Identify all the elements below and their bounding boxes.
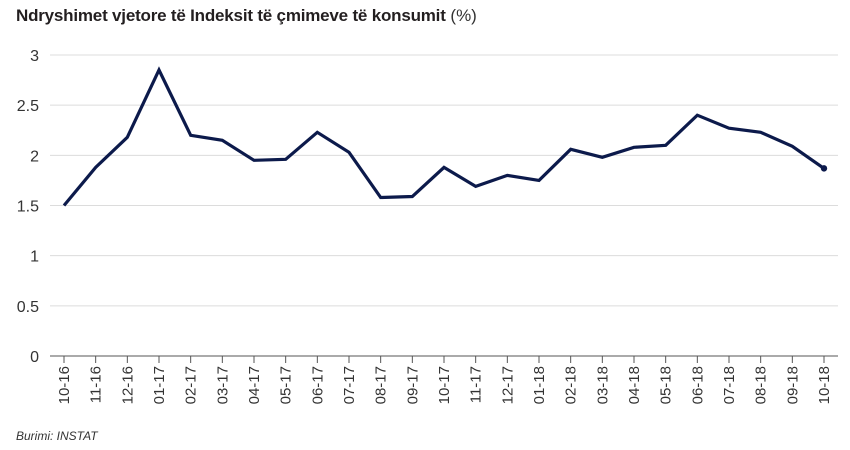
- x-tick-label: 12-16: [119, 366, 136, 404]
- y-tick-label: 1.5: [17, 199, 39, 216]
- x-tick-label: 05-17: [278, 366, 295, 404]
- source-note: Burimi: INSTAT: [16, 429, 98, 443]
- x-tick-label: 11-16: [88, 366, 105, 403]
- x-tick-label: 10-18: [816, 366, 833, 404]
- x-tick-label: 07-18: [721, 366, 738, 404]
- y-tick-label: 0: [30, 349, 39, 366]
- y-tick-label: 3: [30, 48, 39, 65]
- chart-title-unit: (%): [450, 6, 477, 25]
- x-tick-label: 02-18: [563, 366, 580, 404]
- x-tick-label: 08-18: [753, 366, 770, 404]
- series-line: [62, 66, 825, 207]
- chart-title-main: Ndryshimet vjetore të Indeksit të çmimev…: [16, 6, 446, 25]
- x-tick-label: 06-18: [689, 366, 706, 404]
- x-tick-label: 09-18: [784, 366, 801, 404]
- x-tick-label: 12-17: [499, 366, 516, 404]
- x-tick-label: 04-17: [246, 366, 263, 404]
- x-tick-label: 08-17: [373, 366, 390, 404]
- y-tick-label: 1: [30, 249, 39, 266]
- x-tick-label: 05-18: [658, 366, 675, 404]
- y-tick-label: 0.5: [17, 299, 39, 316]
- x-tick-label: 10-16: [56, 366, 73, 404]
- chart-title: Ndryshimet vjetore të Indeksit të çmimev…: [16, 6, 477, 26]
- x-tick-label: 01-17: [151, 366, 168, 404]
- x-tick-label: 03-18: [594, 366, 611, 404]
- x-tick-label: 09-17: [404, 366, 421, 404]
- last-data-point-marker: [820, 165, 828, 172]
- x-tick-label: 02-17: [183, 366, 200, 404]
- x-tick-label: 06-17: [309, 366, 326, 404]
- x-tick-label: 11-17: [468, 366, 485, 403]
- y-tick-label: 2: [30, 148, 39, 165]
- x-tick-label: 07-17: [341, 366, 358, 404]
- x-tick-label: 03-17: [214, 366, 231, 404]
- x-tick-label: 10-17: [436, 366, 453, 404]
- x-tick-label: 01-18: [531, 366, 548, 404]
- x-tick-label: 04-18: [626, 366, 643, 404]
- y-tick-label: 2.5: [17, 98, 39, 115]
